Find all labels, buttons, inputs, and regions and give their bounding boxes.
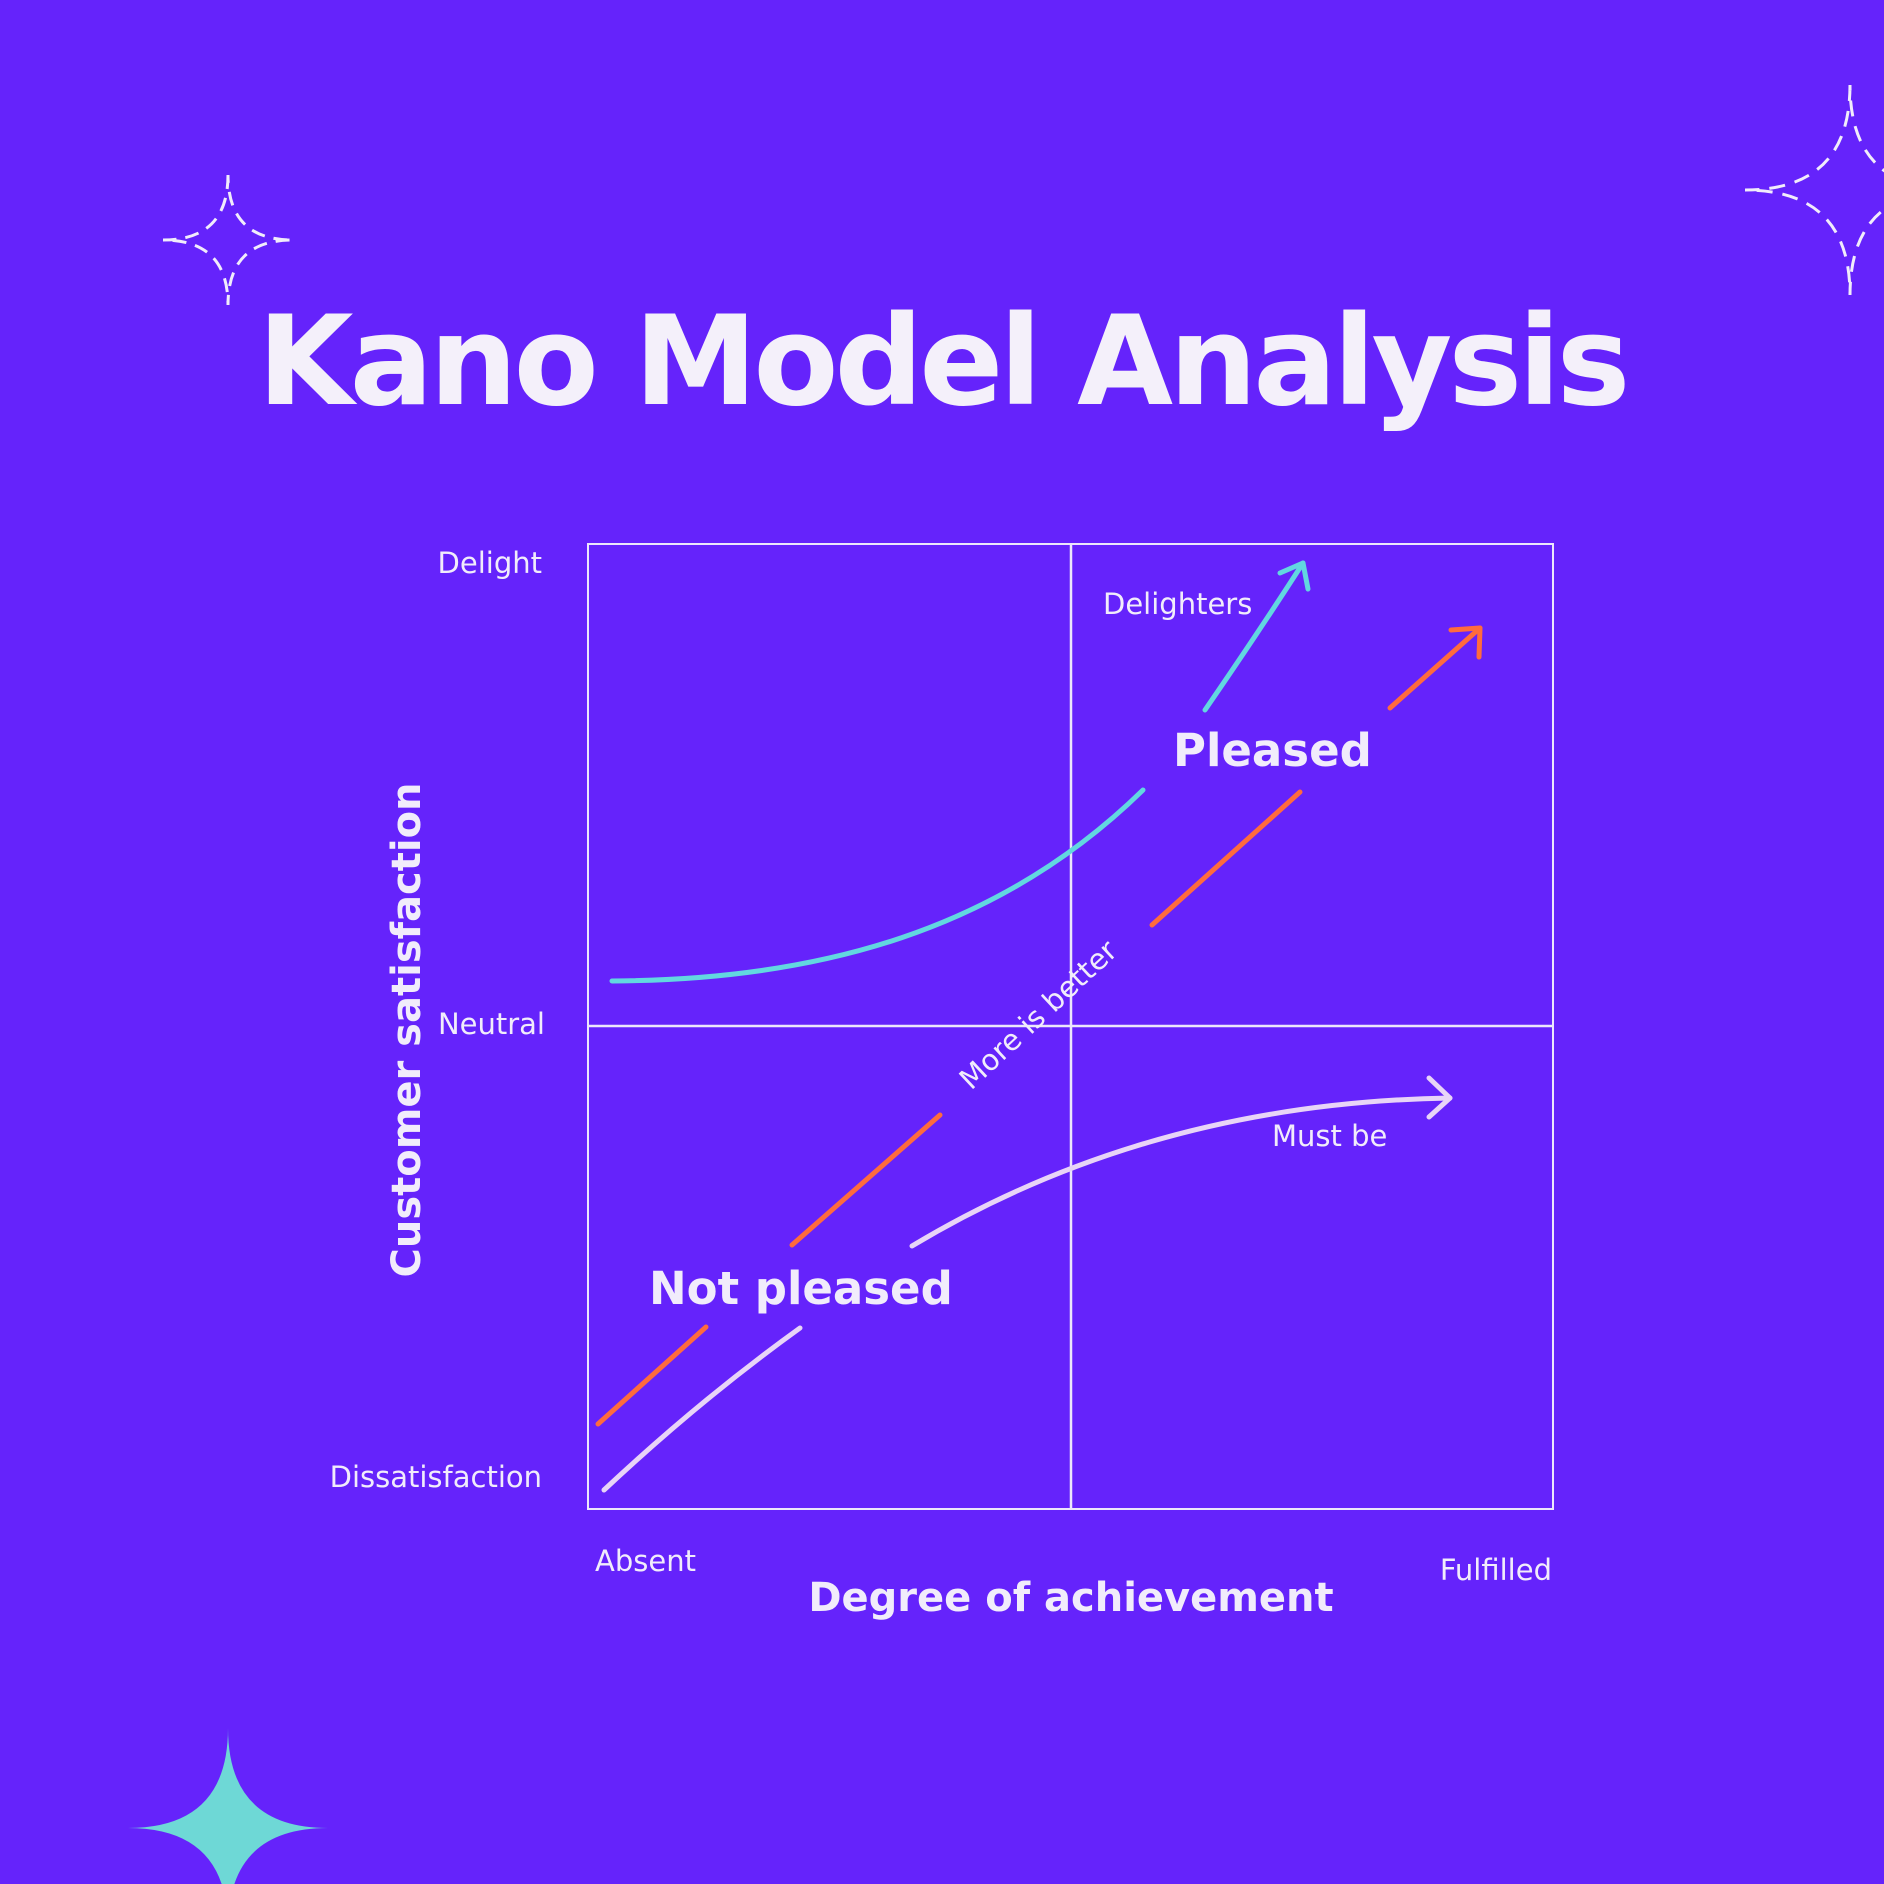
pleased-label: Pleased [1173, 724, 1372, 777]
more-is-better-label: More is better [953, 933, 1124, 1096]
delighters-label: Delighters [1103, 587, 1252, 621]
must-be-curve [601, 1095, 1453, 1493]
sparkle-icon [128, 1728, 328, 1884]
delighters-curve [609, 560, 1306, 984]
y-tick-delight: Delight [438, 546, 542, 580]
performance-arrowhead [1448, 625, 1483, 660]
performance-line [595, 625, 1483, 1427]
x-axis-title: Degree of achievement [808, 1575, 1333, 1621]
must-be-arrowhead [1426, 1075, 1453, 1120]
dashed-sparkle-icon [162, 174, 294, 306]
y-tick-dissatisfaction: Dissatisfaction [330, 1460, 542, 1494]
dashed-sparkle-icon [1744, 84, 1884, 296]
y-axis-title: Customer satisfaction [384, 782, 430, 1277]
delighters-arrowhead [1277, 560, 1311, 592]
must-be-label: Must be [1272, 1119, 1387, 1153]
x-tick-fulfilled: Fulfilled [1440, 1553, 1552, 1587]
y-tick-neutral: Neutral [438, 1007, 545, 1041]
page-title: Kano Model Analysis [257, 290, 1631, 434]
x-tick-absent: Absent [595, 1544, 696, 1578]
not-pleased-label: Not pleased [649, 1262, 953, 1315]
